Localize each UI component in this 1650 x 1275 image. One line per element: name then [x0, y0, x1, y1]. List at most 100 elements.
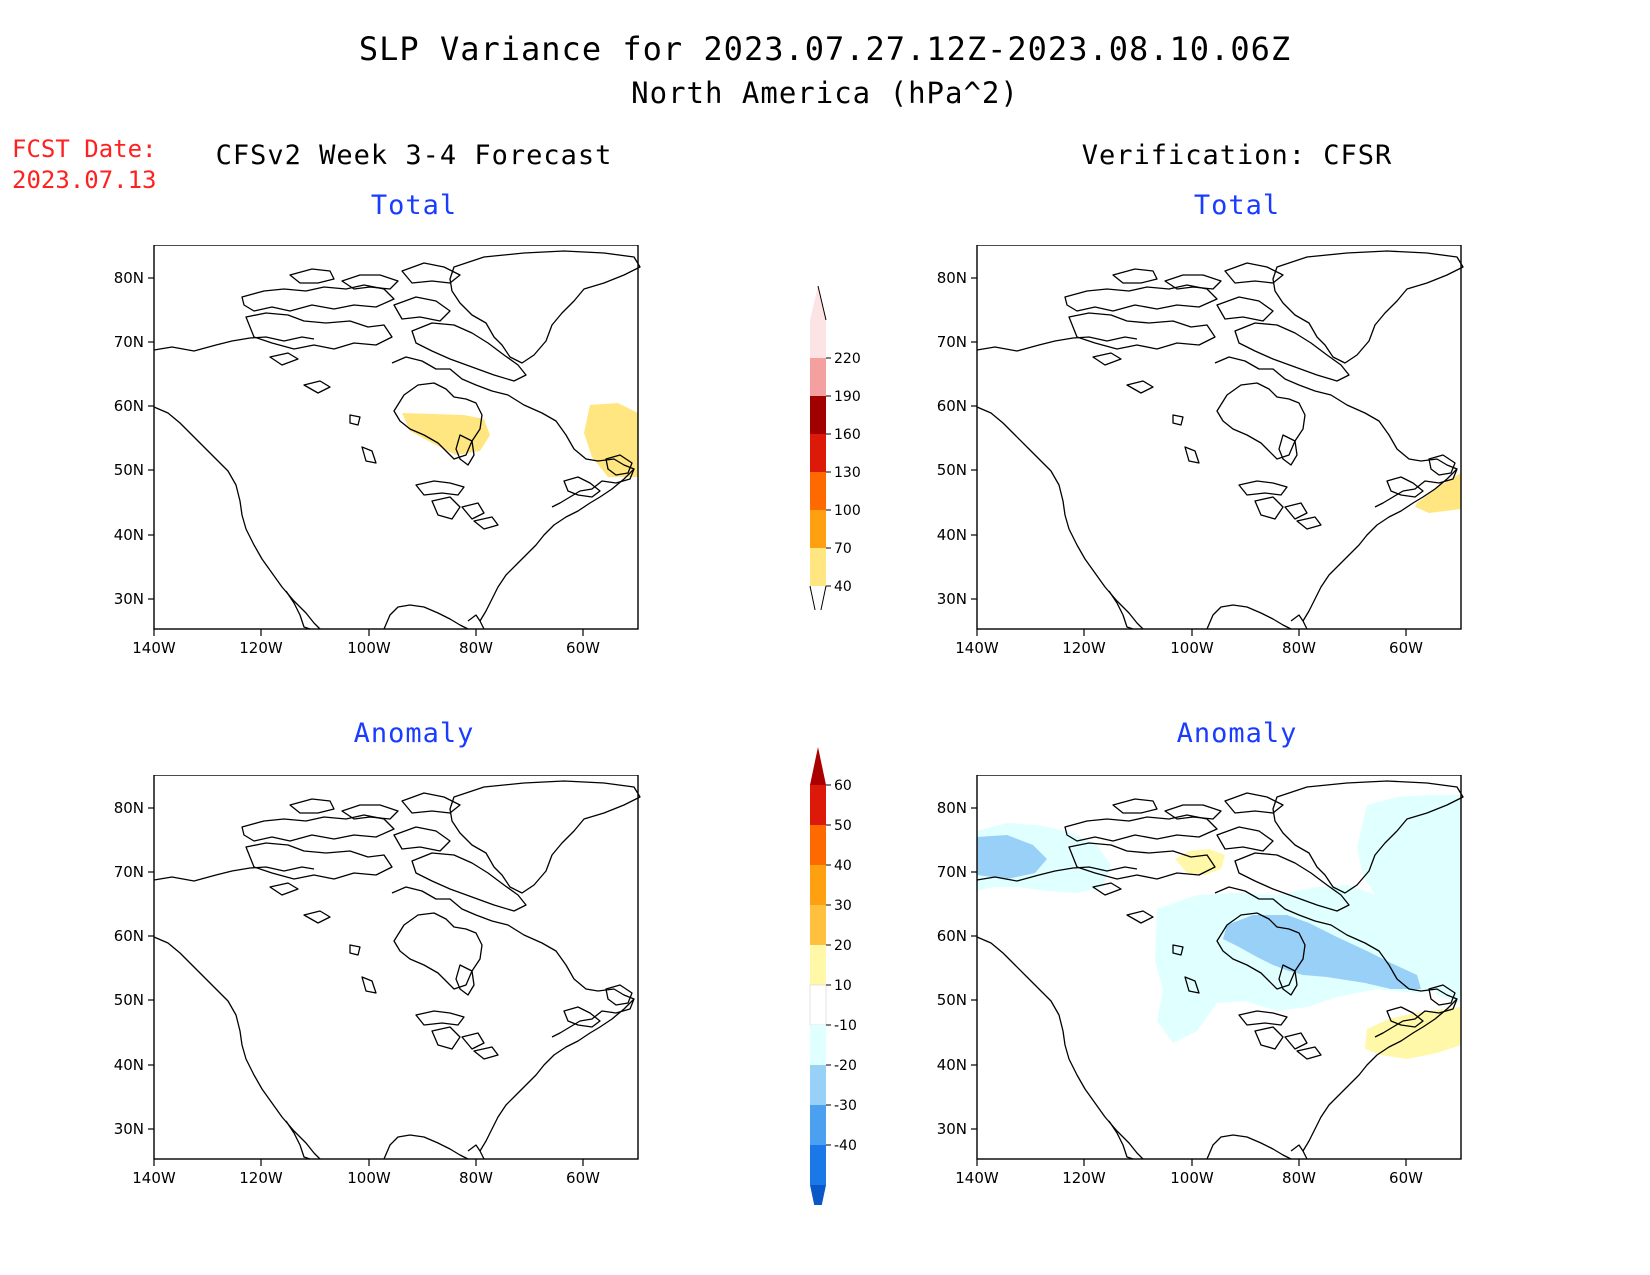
- colorbar-label: 30: [834, 898, 852, 914]
- lat-tick-label: 70N: [937, 333, 967, 351]
- verification-total-shading: [1415, 473, 1461, 513]
- colorbar-band: [810, 865, 826, 905]
- lat-tick-label: 50N: [937, 991, 967, 1009]
- colorbar-label: -10: [834, 1018, 857, 1034]
- colorbar-band: [810, 1065, 826, 1105]
- shade-hudson-blue: [1223, 915, 1421, 989]
- shade-arctic-yellow: [1175, 849, 1225, 875]
- colorbar-band: [810, 825, 826, 865]
- shade-labrador: [584, 403, 638, 477]
- colorbar-label: 190: [834, 389, 861, 405]
- lon-tick-label: 80W: [459, 1169, 493, 1187]
- lon-tick-label: 140W: [132, 639, 176, 657]
- map-axes: 80N 70N 60N 50N 40N 30N 140W 120W 100W 80W 60W: [114, 269, 600, 657]
- colorbar-label: 40: [834, 579, 852, 595]
- colorbar-band: [810, 548, 826, 586]
- lat-tick-label: 80N: [114, 269, 144, 287]
- verification-total-map: 80N 70N 60N 50N 40N 30N 140W 120W 100W 80W 60W: [937, 245, 1464, 657]
- fcst-date-value: 2023.07.13: [12, 166, 157, 194]
- lat-tick-label: 50N: [114, 991, 144, 1009]
- lat-tick-label: 80N: [937, 799, 967, 817]
- colorbar-band: [810, 905, 826, 945]
- lat-tick-label: 70N: [937, 863, 967, 881]
- colorbar-band: [810, 320, 826, 358]
- colorbar-bottom-arrow: [810, 1185, 826, 1205]
- colorbar-band: [810, 358, 826, 396]
- lat-tick-label: 30N: [937, 590, 967, 608]
- map-axes: 80N 70N 60N 50N 40N 30N 140W 120W 100W 80W 60W: [937, 269, 1423, 657]
- fcst-date-label: FCST Date:: [12, 135, 157, 163]
- forecast-total-shading: [402, 403, 638, 477]
- colorbar-band: [810, 785, 826, 825]
- verification-column-heading: Verification: CFSR: [1081, 140, 1393, 171]
- lon-tick-label: 140W: [955, 1169, 999, 1187]
- colorbar-band: [810, 472, 826, 510]
- colorbar-band: [809, 984, 827, 1026]
- lat-tick-label: 50N: [114, 461, 144, 479]
- lat-tick-label: 60N: [937, 397, 967, 415]
- shade-alaska-blue: [977, 835, 1047, 879]
- lon-tick-label: 80W: [1282, 1169, 1316, 1187]
- map-frame: [153, 245, 639, 630]
- verification-total-subtitle: Total: [1193, 190, 1281, 221]
- map-axes: 80N 70N 60N 50N 40N 30N 140W 120W 100W 80W 60W: [114, 799, 600, 1187]
- shade-hudson-sw: [402, 413, 490, 455]
- lon-tick-label: 80W: [1282, 639, 1316, 657]
- shade-greenland-light: [1357, 795, 1461, 1003]
- verification-anomaly-subtitle: Anomaly: [1176, 718, 1298, 749]
- colorbar-label: 130: [834, 465, 861, 481]
- forecast-column-heading: CFSv2 Week 3-4 Forecast: [215, 140, 613, 171]
- lon-tick-label: 60W: [566, 1169, 600, 1187]
- anomaly-colorbar: 60 50 40 30 20 10 -10 -20 -30 -40: [809, 747, 857, 1205]
- colorbar-band: [810, 396, 826, 434]
- coastline: [153, 250, 641, 630]
- lon-tick-label: 80W: [459, 639, 493, 657]
- coastline: [153, 780, 641, 1160]
- lon-tick-label: 120W: [1062, 639, 1106, 657]
- lat-tick-label: 60N: [114, 927, 144, 945]
- lon-tick-label: 140W: [132, 1169, 176, 1187]
- colorbar-label: -30: [834, 1098, 857, 1114]
- colorbar-band: [810, 510, 826, 548]
- colorbar-label: -20: [834, 1058, 857, 1074]
- coastline: [976, 250, 1464, 630]
- forecast-anomaly-map: 80N 70N 60N 50N 40N 30N 140W 120W 100W 80W 60W: [114, 775, 641, 1187]
- forecast-total-map: 80N 70N 60N 50N 40N 30N 140W 120W 100W 80W 60W: [114, 245, 641, 657]
- lat-tick-label: 30N: [114, 1120, 144, 1138]
- colorbar-label: 220: [834, 351, 861, 367]
- colorbar-label: 10: [834, 978, 852, 994]
- lat-tick-label: 40N: [114, 526, 144, 544]
- colorbar-label: 70: [834, 541, 852, 557]
- colorbar-label: 50: [834, 818, 852, 834]
- map-frame: [153, 775, 639, 1160]
- colorbar-band: [810, 1025, 826, 1065]
- colorbar-band: [810, 1145, 826, 1185]
- figure-title: SLP Variance for 2023.07.27.12Z-2023.08.…: [358, 30, 1292, 68]
- lat-tick-label: 40N: [937, 1056, 967, 1074]
- lon-tick-label: 100W: [1170, 639, 1214, 657]
- lat-tick-label: 40N: [937, 526, 967, 544]
- lon-tick-label: 60W: [566, 639, 600, 657]
- figure-subtitle: North America (hPa^2): [631, 76, 1019, 110]
- forecast-total-subtitle: Total: [370, 190, 458, 221]
- lat-tick-label: 40N: [114, 1056, 144, 1074]
- lat-tick-label: 30N: [114, 590, 144, 608]
- lat-tick-label: 70N: [114, 863, 144, 881]
- lat-tick-label: 80N: [937, 269, 967, 287]
- colorbar-band: [810, 945, 826, 985]
- colorbar-label: 60: [834, 778, 852, 794]
- lat-tick-label: 80N: [114, 799, 144, 817]
- colorbar-band: [810, 434, 826, 472]
- forecast-anomaly-subtitle: Anomaly: [353, 718, 475, 749]
- colorbar-label: 40: [834, 858, 852, 874]
- lat-tick-label: 60N: [937, 927, 967, 945]
- map-frame: [976, 245, 1462, 630]
- lon-tick-label: 140W: [955, 639, 999, 657]
- colorbar-label: 20: [834, 938, 852, 954]
- total-colorbar: 220 190 160 130 100 70 40: [809, 285, 861, 610]
- lon-tick-label: 100W: [1170, 1169, 1214, 1187]
- lat-tick-label: 30N: [937, 1120, 967, 1138]
- map-axes: 80N 70N 60N 50N 40N 30N 140W 120W 100W 80W 60W: [937, 799, 1423, 1187]
- colorbar-label: 100: [834, 503, 861, 519]
- verification-anomaly-map: 80N 70N 60N 50N 40N 30N 140W 120W 100W 80W 60W: [937, 775, 1464, 1187]
